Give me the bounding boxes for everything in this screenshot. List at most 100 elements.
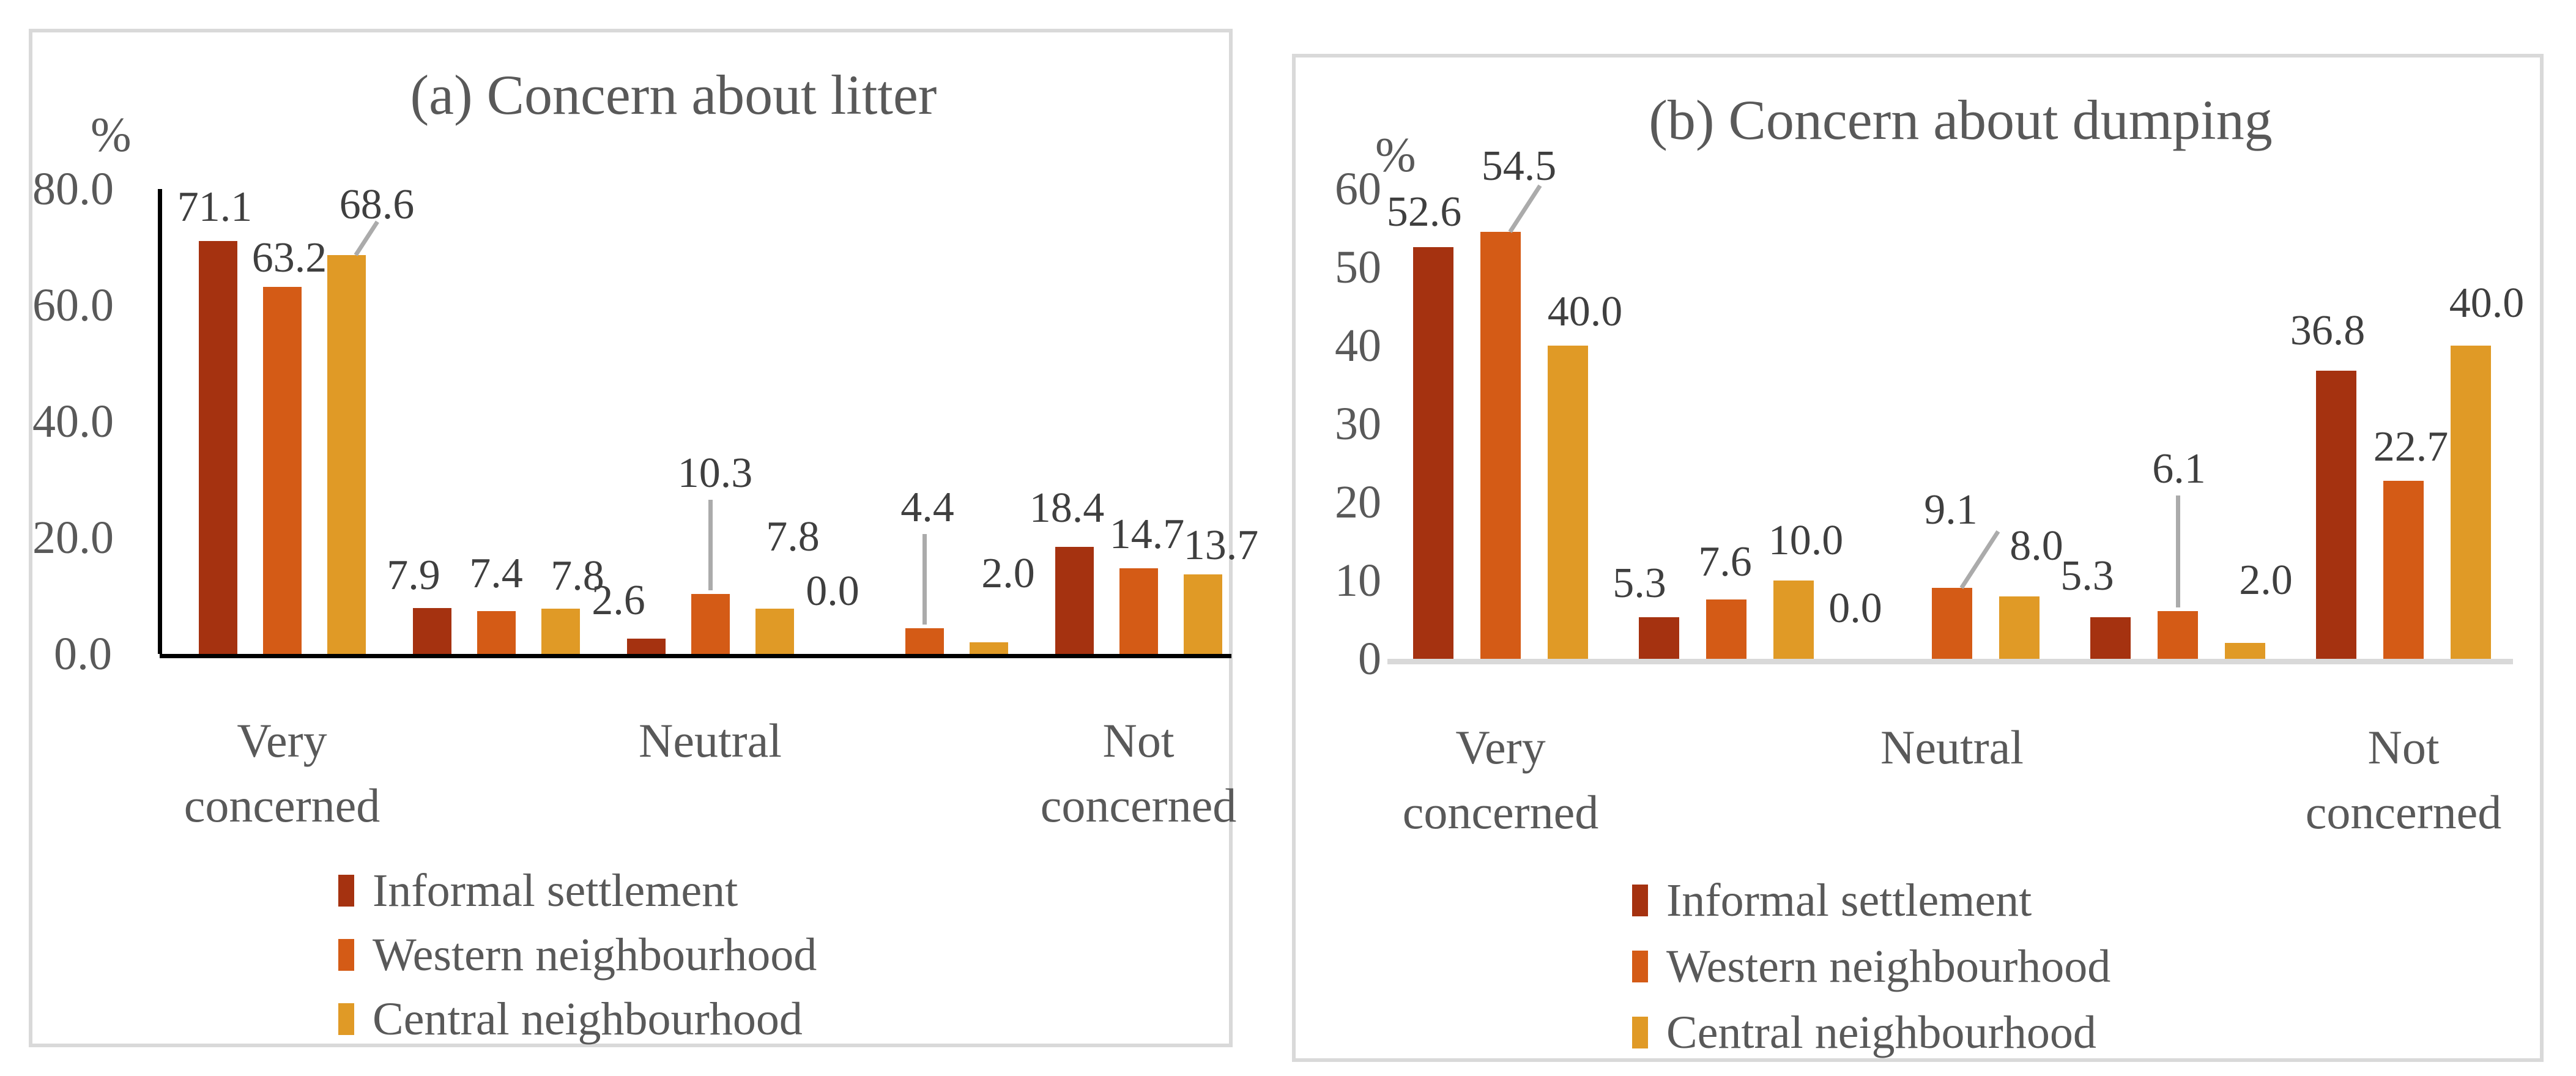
y-tick-label: 40 (1335, 320, 1381, 371)
legend-label: Central neighbourhood (1666, 1007, 2096, 1058)
value-label: 7.9 (387, 552, 440, 599)
value-label: 13.7 (1183, 522, 1259, 569)
chart-panel-dumping: (b) Concern about dumping % 60 50 40 30 20 10… (1292, 54, 2544, 1062)
bar-central (1999, 596, 2040, 659)
legend-swatch (1632, 1017, 1648, 1048)
legend-dumping: Informal settlement Western neighbourhood… (1296, 58, 2540, 1058)
y-tick-label: 0.0 (54, 628, 112, 680)
legend-label: Western neighbourhood (373, 929, 817, 981)
x-axis-line (1387, 659, 2513, 664)
x-category-label: Neutral (1880, 721, 2024, 774)
y-tick-label: 10 (1335, 555, 1381, 606)
value-label: 2.6 (592, 577, 645, 624)
bar-informal (1055, 547, 1094, 654)
x-category-label: Not concerned (2305, 721, 2502, 839)
value-label: 5.3 (1613, 560, 1666, 607)
y-axis-unit-label: % (91, 108, 132, 162)
bar-western (262, 287, 302, 654)
y-tick-label: 20.0 (32, 512, 114, 563)
value-label: 9.1 (1924, 486, 1978, 533)
legend-item: Western neighbourhood (338, 926, 817, 984)
label-leader-line (1508, 184, 1542, 233)
chart-title-dumping: (b) Concern about dumping (1649, 89, 2273, 151)
y-tick-label: 60 (1335, 163, 1381, 215)
bar-western (477, 611, 516, 654)
bar-central (1773, 581, 1814, 659)
value-label: 36.8 (2290, 307, 2366, 354)
bar-central (2451, 346, 2491, 659)
bar-central (1183, 574, 1222, 654)
value-label: 2.0 (2239, 557, 2293, 604)
bar-central (327, 255, 366, 654)
plot-area-litter: 80.0 60.0 40.0 20.0 0.0 71.1 63.2 68.6 7.9 7.4 7.8… (32, 32, 1258, 1044)
value-label: 10.3 (677, 450, 753, 497)
bar-western (1706, 599, 1746, 659)
y-axis-unit-label: % (1375, 128, 1416, 182)
bar-western (2383, 481, 2424, 659)
legend-label: Western neighbourhood (1666, 941, 2111, 992)
value-label: 71.1 (177, 184, 253, 231)
y-tick-label: 0 (1358, 633, 1381, 685)
value-label: 7.8 (766, 513, 820, 560)
value-label: 5.3 (2060, 552, 2114, 599)
legend-swatch (1632, 885, 1648, 916)
bar-informal (2090, 617, 2131, 659)
bar-informal (412, 608, 451, 654)
bar-informal (198, 241, 237, 654)
legend-item: Informal settlement (338, 861, 738, 920)
y-tick-label: 50 (1335, 242, 1381, 293)
value-label: 54.5 (1481, 143, 1557, 190)
legend-label: Informal settlement (373, 865, 738, 916)
bar-central (1548, 346, 1588, 659)
bar-western (691, 594, 730, 654)
bar-informal (626, 639, 666, 654)
bar-western (1932, 588, 1972, 659)
value-label: 4.4 (900, 484, 954, 531)
bar-central (541, 609, 580, 654)
bar-central (755, 609, 794, 654)
value-label: 68.6 (339, 181, 415, 228)
bar-central (2225, 643, 2265, 659)
label-leader-line (354, 220, 379, 256)
value-label: 40.0 (1547, 288, 1623, 335)
bar-informal (1413, 247, 1453, 659)
value-label: 0.0 (1828, 585, 1882, 632)
plot-area-dumping: 60 50 40 30 20 10 0 52.6 54.5 40.0 5.3 7.6 10.0 0.0 9.… (1296, 58, 2540, 1058)
legend-label: Central neighbourhood (373, 993, 803, 1045)
value-label: 8.0 (2010, 522, 2063, 570)
legend-item: Central neighbourhood (338, 990, 803, 1048)
x-category-label: Very concerned (1402, 721, 1599, 839)
value-label: 22.7 (2373, 423, 2449, 470)
legend-item: Informal settlement (1632, 871, 2032, 930)
bar-central (969, 642, 1008, 654)
label-leader-line (922, 534, 927, 625)
legend-swatch (338, 1003, 354, 1035)
legend-item: Western neighbourhood (1632, 937, 2110, 996)
bar-western (905, 628, 944, 654)
x-axis-line (160, 654, 1231, 658)
value-label: 0.0 (806, 568, 859, 615)
value-label: 14.7 (1109, 511, 1185, 558)
legend-litter: Informal settlement Western neighbourhood… (32, 32, 1229, 1044)
chart-title-litter: (a) Concern about litter (410, 64, 937, 126)
chart-panel-litter: (a) Concern about litter % 80.0 60.0 40.0 2… (29, 29, 1258, 1047)
legend-swatch (338, 875, 354, 907)
y-axis-line (158, 189, 162, 654)
value-label: 10.0 (1768, 517, 1844, 564)
y-tick-label: 80.0 (32, 163, 114, 215)
y-tick-label: 30 (1335, 398, 1381, 450)
label-leader-line (1959, 530, 2000, 589)
bar-western (1119, 568, 1158, 654)
label-leader-line (2176, 495, 2180, 607)
value-label: 40.0 (2449, 280, 2525, 327)
bar-informal (2316, 371, 2356, 659)
y-tick-label: 60.0 (32, 280, 114, 331)
y-tick-label: 20 (1335, 477, 1381, 528)
value-label: 7.6 (1698, 538, 1752, 585)
legend-item: Central neighbourhood (1632, 1003, 2096, 1062)
x-category-label: Not concerned (1040, 714, 1237, 832)
value-label: 7.8 (551, 552, 604, 599)
y-tick-label: 40.0 (32, 396, 114, 447)
label-leader-line (708, 500, 713, 590)
